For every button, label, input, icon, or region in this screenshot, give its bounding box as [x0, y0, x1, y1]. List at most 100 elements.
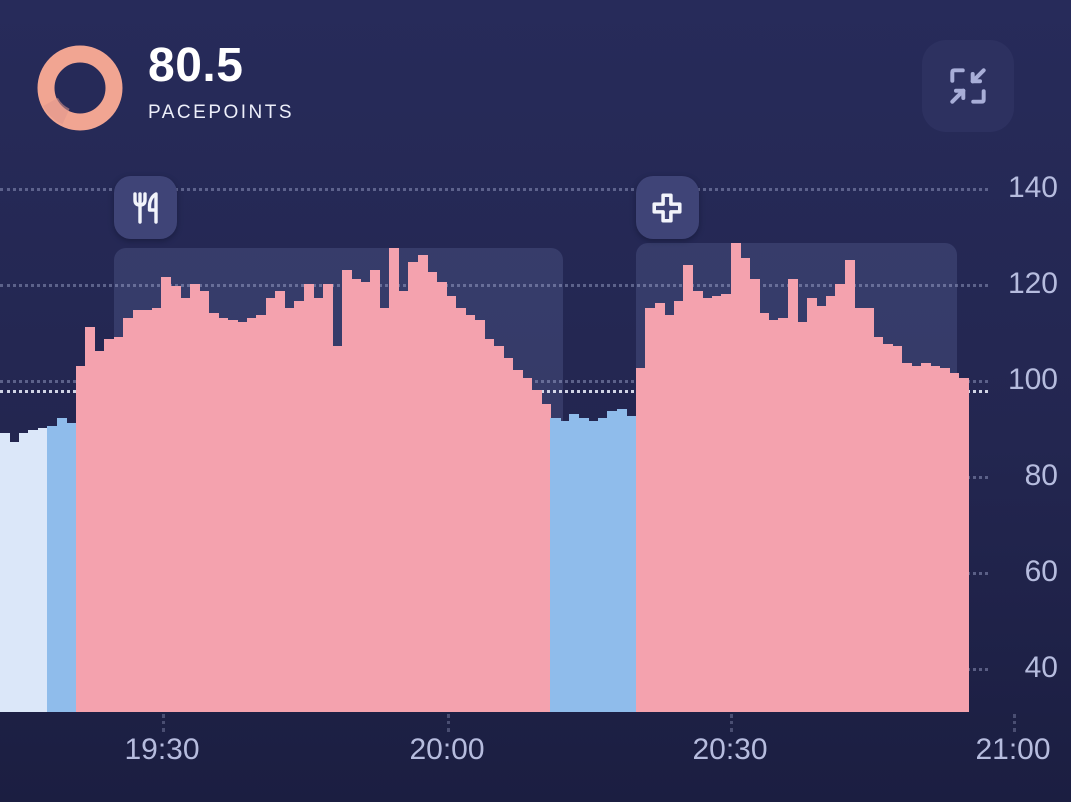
minute-bar [379, 308, 390, 712]
minute-bar [901, 363, 912, 712]
minute-bar [768, 320, 779, 712]
minute-bar [408, 262, 419, 712]
minute-bar [949, 372, 960, 712]
minute-bar [151, 308, 162, 712]
x-axis-label-2100: 21:00 [975, 733, 1051, 766]
minute-bar [0, 432, 11, 712]
y-axis-label-140: 140 [1007, 171, 1058, 204]
y-axis-label-40: 40 [1024, 651, 1058, 684]
minute-bar [673, 300, 684, 712]
minute-bar [275, 291, 286, 712]
minute-bar [626, 416, 637, 712]
minute-bar [749, 279, 760, 712]
minute-bar [588, 420, 599, 712]
y-axis-label-80: 80 [1024, 459, 1058, 492]
y-axis-label-60: 60 [1024, 555, 1058, 588]
minute-bar [559, 420, 570, 712]
minute-bar [692, 291, 703, 712]
minute-bar [294, 300, 305, 712]
minute-bar [303, 284, 314, 712]
minute-bar [958, 377, 969, 712]
minute-bar [863, 308, 874, 712]
minute-bar [502, 358, 514, 712]
minute-bar [825, 296, 836, 712]
minute-bar [920, 363, 931, 712]
minute-bar [645, 308, 656, 712]
minute-bar [521, 377, 533, 712]
minute-bar [578, 418, 589, 712]
pacepoints-ring-gauge [36, 44, 124, 132]
gridline-120 [0, 284, 988, 287]
minute-bar [85, 327, 96, 712]
minute-bar [882, 344, 893, 712]
x-axis-label-2030: 20:30 [692, 733, 768, 766]
minute-bar [740, 257, 751, 712]
minute-bar [569, 413, 580, 712]
minute-bar [787, 279, 798, 712]
minute-bar [351, 279, 362, 712]
minute-bar [28, 430, 39, 712]
minute-bar [939, 368, 950, 712]
meal-event-badge[interactable] [113, 176, 177, 239]
minute-bar [132, 310, 143, 712]
minute-bar [389, 248, 400, 712]
minute-bar [465, 315, 476, 712]
minute-bar [550, 418, 561, 712]
minute-bar [607, 411, 618, 712]
x-axis-tick [1013, 714, 1016, 732]
minute-bar [265, 298, 276, 712]
collapse-chart-button[interactable] [922, 40, 1014, 132]
gridline-140 [0, 188, 988, 191]
minute-bar [930, 365, 941, 712]
x-axis-label-1930: 19:30 [124, 733, 200, 766]
minute-bar [66, 423, 77, 712]
minute-bar [256, 315, 267, 712]
minute-bar [161, 276, 172, 712]
minute-bar [816, 305, 827, 712]
header: 80.5 PACEPOINTS [0, 0, 1071, 160]
minute-bar [730, 243, 741, 712]
minute-bar [493, 346, 504, 712]
minute-bar [313, 298, 324, 712]
minute-bar [360, 281, 371, 712]
minute-bar [199, 291, 210, 712]
minute-bar [635, 368, 646, 712]
pacepoints-label: PACEPOINTS [148, 102, 295, 123]
minute-bar [246, 317, 257, 712]
plus-icon [652, 192, 682, 223]
minute-bar [597, 418, 608, 712]
minute-bar [94, 351, 105, 712]
minute-bar [332, 346, 343, 712]
minute-bar [427, 272, 438, 712]
minute-bar [806, 298, 817, 712]
minute-bar [664, 315, 675, 712]
minute-bar [370, 269, 381, 712]
minute-bar [711, 296, 722, 712]
minute-bar [702, 298, 713, 712]
minute-bar [531, 389, 542, 712]
minute-bar [9, 442, 20, 712]
minute-bar [123, 317, 134, 712]
fork-knife-icon [133, 191, 159, 224]
minute-bar [721, 293, 732, 712]
x-axis-tick [730, 714, 733, 732]
minute-bar [227, 320, 238, 712]
minute-bar [417, 255, 428, 712]
minute-bar [75, 365, 86, 712]
x-axis-label-2000: 20:00 [409, 733, 485, 766]
minute-bar [873, 336, 884, 712]
minute-bar [616, 408, 627, 712]
minute-bar [208, 312, 219, 712]
minute-bar [446, 296, 457, 712]
minute-bar [854, 308, 865, 712]
minute-bar [654, 303, 665, 712]
minute-bar [797, 322, 808, 712]
minute-bar [113, 336, 124, 712]
minute-bar [778, 317, 789, 712]
minute-bar [56, 418, 68, 712]
health-event-badge[interactable] [635, 176, 699, 239]
minute-bar [398, 291, 409, 712]
minute-bar [512, 370, 523, 712]
minute-bar [237, 322, 248, 712]
